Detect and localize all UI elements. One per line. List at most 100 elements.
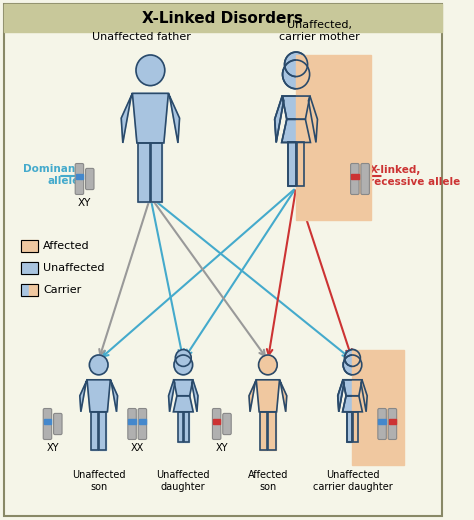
Polygon shape [173, 396, 193, 412]
Bar [21, 284, 29, 296]
Bar [347, 412, 352, 442]
Polygon shape [110, 380, 118, 412]
Bar [288, 142, 296, 186]
Polygon shape [309, 96, 318, 142]
Bar [213, 419, 220, 424]
Circle shape [345, 349, 360, 367]
Bar [138, 419, 146, 424]
Bar [99, 412, 107, 450]
Bar [138, 143, 150, 202]
Bar [297, 142, 304, 186]
Bar [353, 412, 358, 442]
Text: Unaffected
carrier daughter: Unaffected carrier daughter [312, 470, 392, 491]
Polygon shape [87, 380, 110, 412]
Polygon shape [282, 119, 310, 142]
Text: XX: XX [353, 198, 367, 208]
Polygon shape [280, 380, 287, 412]
Circle shape [259, 355, 277, 375]
FancyBboxPatch shape [388, 409, 397, 439]
Text: Unaffected father: Unaffected father [91, 32, 191, 42]
Bar [21, 240, 37, 252]
Bar [151, 143, 163, 202]
Polygon shape [174, 380, 193, 396]
Bar [4, 4, 442, 32]
Bar [296, 55, 371, 220]
Polygon shape [343, 380, 362, 396]
Bar [138, 143, 150, 202]
Text: X-Linked Disorders: X-Linked Disorders [142, 10, 303, 25]
Text: Unaffected: Unaffected [43, 263, 105, 273]
Bar [353, 412, 358, 442]
Text: Unaffected,
carrier mother: Unaffected, carrier mother [279, 20, 360, 42]
FancyBboxPatch shape [138, 409, 146, 439]
FancyBboxPatch shape [4, 4, 442, 516]
Bar [288, 142, 296, 186]
Bar [21, 262, 37, 274]
Bar [91, 412, 98, 450]
Polygon shape [168, 94, 180, 143]
Circle shape [175, 349, 191, 367]
Bar [178, 412, 183, 442]
Polygon shape [121, 94, 132, 143]
Text: XX: XX [381, 443, 394, 453]
Bar [183, 412, 189, 442]
Polygon shape [361, 380, 367, 412]
Polygon shape [80, 380, 87, 412]
Bar [44, 419, 51, 424]
Bar [260, 412, 267, 450]
Polygon shape [338, 380, 344, 412]
Bar [128, 419, 136, 424]
Polygon shape [132, 94, 168, 143]
Text: XY: XY [78, 198, 91, 208]
Bar [347, 412, 352, 442]
Polygon shape [256, 380, 280, 412]
Text: XY: XY [46, 443, 59, 453]
Bar [347, 412, 352, 442]
Text: Affected
son: Affected son [248, 470, 288, 491]
Bar [260, 412, 267, 450]
Circle shape [284, 52, 308, 76]
Bar [288, 142, 296, 186]
Text: XY: XY [216, 443, 228, 453]
Text: XX: XX [131, 443, 144, 453]
Bar [21, 284, 37, 296]
Circle shape [136, 55, 165, 86]
FancyBboxPatch shape [223, 413, 231, 435]
Text: Dominant
allele: Dominant allele [23, 164, 80, 186]
Bar [151, 143, 163, 202]
Circle shape [90, 355, 108, 375]
FancyBboxPatch shape [75, 163, 83, 194]
Bar [99, 412, 107, 450]
Bar [389, 419, 396, 424]
FancyBboxPatch shape [212, 409, 221, 439]
Text: Affected: Affected [43, 241, 90, 251]
Text: Unaffected
son: Unaffected son [72, 470, 126, 491]
Bar [297, 142, 304, 186]
FancyBboxPatch shape [43, 409, 52, 439]
Circle shape [343, 355, 362, 375]
Bar [76, 174, 83, 179]
Text: X-linked,
recessive allele: X-linked, recessive allele [369, 165, 461, 187]
Bar [21, 240, 37, 252]
Bar [178, 412, 183, 442]
Bar [297, 142, 304, 186]
FancyBboxPatch shape [54, 413, 62, 435]
Polygon shape [169, 380, 175, 412]
Bar [347, 412, 352, 442]
FancyBboxPatch shape [378, 409, 386, 439]
Polygon shape [275, 96, 284, 142]
Bar [297, 142, 304, 186]
Bar [353, 350, 404, 465]
FancyBboxPatch shape [361, 163, 369, 194]
Bar [91, 412, 98, 450]
Bar [29, 284, 37, 296]
Bar [378, 419, 386, 424]
Polygon shape [249, 380, 256, 412]
Circle shape [283, 60, 310, 89]
Text: Unaffected
daughter: Unaffected daughter [156, 470, 210, 491]
Polygon shape [282, 96, 310, 119]
Bar [183, 412, 189, 442]
Bar [353, 412, 358, 442]
Polygon shape [192, 380, 198, 412]
Bar [351, 174, 359, 179]
